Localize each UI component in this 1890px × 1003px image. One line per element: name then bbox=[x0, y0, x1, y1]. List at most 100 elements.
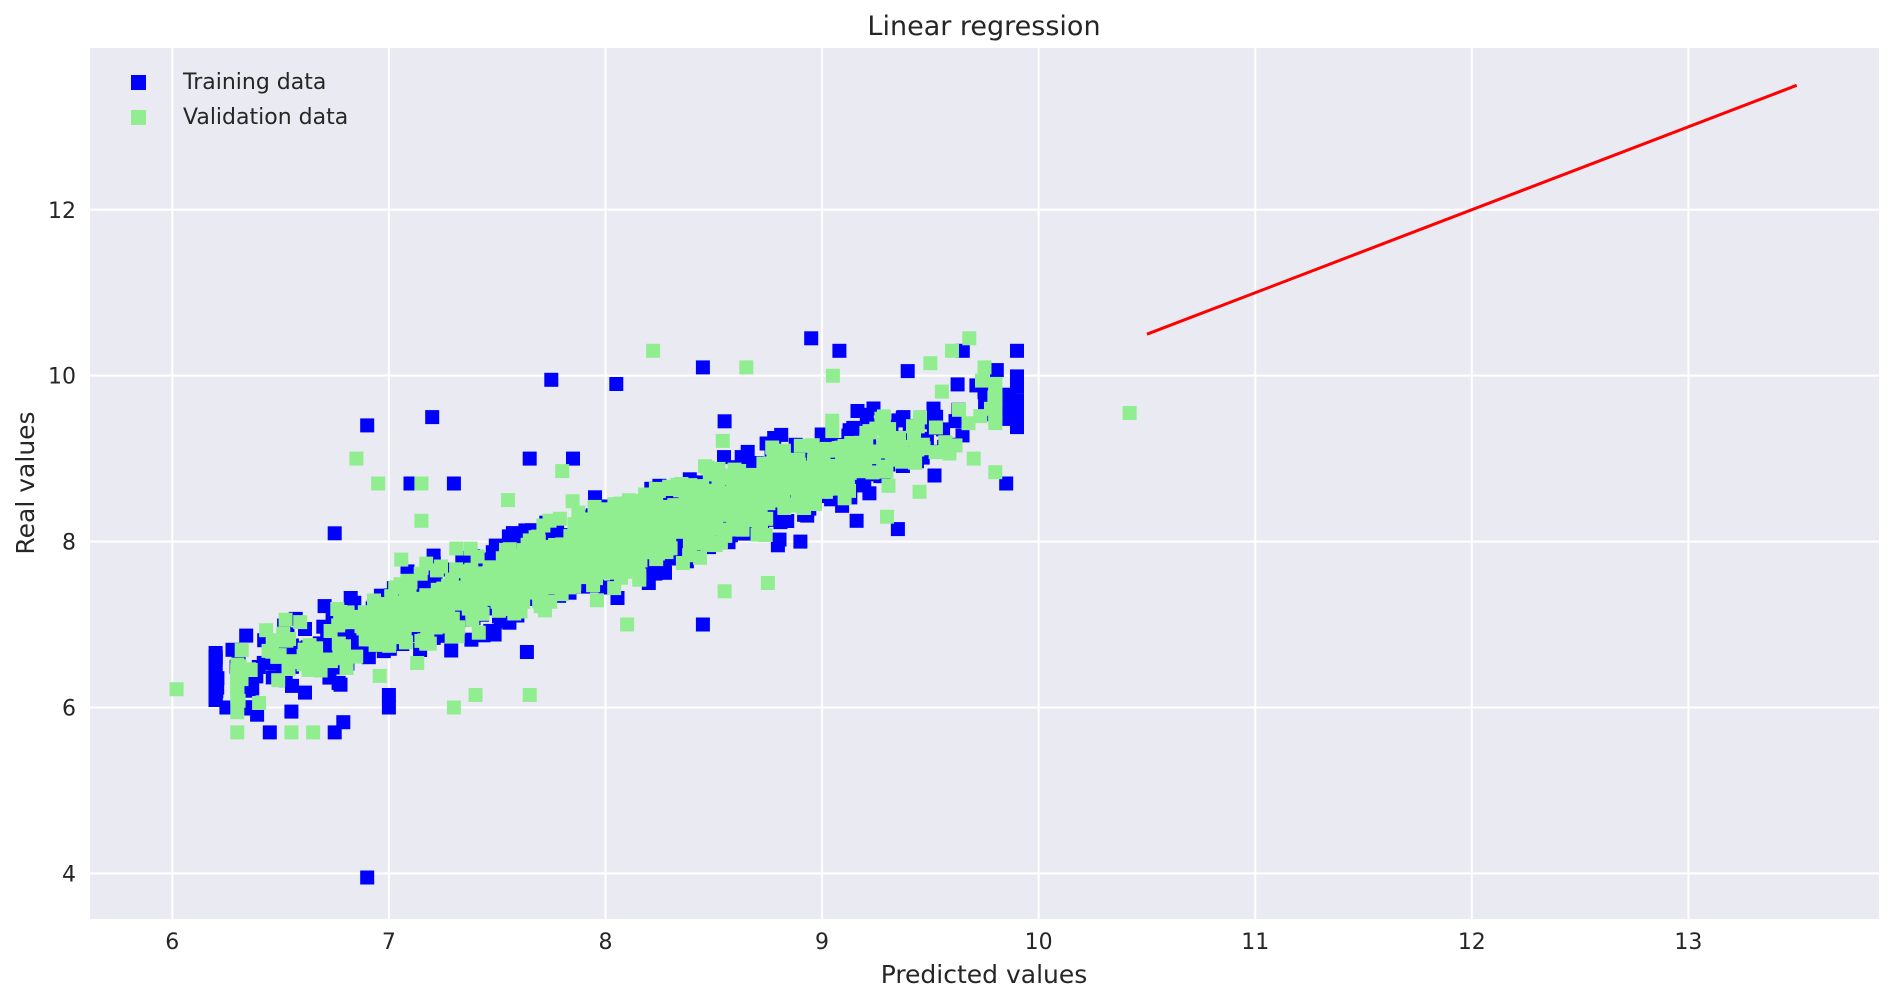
validation-point bbox=[279, 633, 294, 648]
validation-point bbox=[272, 648, 287, 663]
training-point bbox=[327, 725, 342, 740]
validation-point bbox=[419, 556, 434, 571]
validation-point bbox=[912, 484, 927, 499]
x-tick-label: 12 bbox=[1458, 930, 1486, 955]
validation-point bbox=[923, 356, 938, 371]
validation-point bbox=[973, 409, 988, 424]
validation-point bbox=[234, 643, 249, 658]
validation-point bbox=[915, 437, 930, 452]
validation-point bbox=[825, 413, 840, 428]
validation-point bbox=[243, 663, 258, 677]
validation-point bbox=[278, 612, 293, 627]
training-point bbox=[1010, 400, 1024, 415]
validation-point bbox=[649, 552, 664, 567]
validation-point bbox=[632, 572, 647, 587]
validation-point bbox=[961, 416, 976, 431]
training-point bbox=[361, 650, 376, 665]
x-axis-label: Predicted values bbox=[881, 960, 1088, 989]
validation-point bbox=[301, 662, 316, 677]
validation-point bbox=[776, 443, 791, 458]
validation-point bbox=[463, 541, 478, 556]
validation-point bbox=[717, 584, 732, 599]
validation-point bbox=[938, 435, 953, 450]
x-tick-label: 11 bbox=[1241, 930, 1269, 955]
validation-point bbox=[880, 509, 894, 524]
plot-background bbox=[90, 48, 1879, 919]
validation-point bbox=[760, 576, 775, 590]
x-tick-label: 6 bbox=[165, 930, 179, 955]
legend-marker-validation bbox=[131, 110, 146, 125]
validation-point bbox=[988, 385, 1003, 399]
x-tick-label: 9 bbox=[815, 930, 829, 955]
training-point bbox=[250, 707, 265, 722]
training-point bbox=[717, 450, 731, 465]
validation-point bbox=[988, 416, 1003, 431]
validation-point bbox=[471, 625, 486, 640]
training-point bbox=[522, 451, 537, 466]
training-point bbox=[566, 451, 580, 466]
validation-point bbox=[468, 688, 483, 702]
validation-point bbox=[522, 688, 537, 702]
training-point bbox=[772, 532, 787, 547]
training-point bbox=[256, 655, 271, 670]
validation-point bbox=[572, 568, 586, 583]
validation-point bbox=[822, 475, 837, 490]
training-point bbox=[1010, 343, 1024, 358]
validation-point bbox=[614, 547, 629, 562]
x-tick-label: 7 bbox=[382, 930, 396, 955]
training-point bbox=[360, 870, 375, 885]
training-point bbox=[262, 725, 277, 740]
validation-point bbox=[293, 615, 308, 630]
training-point bbox=[210, 671, 225, 686]
training-point bbox=[658, 565, 672, 580]
validation-point bbox=[371, 476, 386, 491]
validation-point bbox=[413, 592, 428, 607]
validation-point bbox=[819, 441, 834, 456]
validation-point bbox=[252, 696, 267, 710]
validation-point bbox=[865, 465, 880, 480]
validation-point bbox=[441, 617, 455, 632]
validation-point bbox=[588, 514, 603, 529]
x-tick-label: 13 bbox=[1674, 930, 1702, 955]
validation-point bbox=[493, 602, 508, 616]
training-point bbox=[381, 700, 396, 715]
validation-point bbox=[638, 487, 653, 502]
validation-point bbox=[881, 478, 896, 493]
validation-point bbox=[882, 422, 897, 437]
validation-point bbox=[660, 499, 674, 514]
validation-point bbox=[230, 705, 245, 720]
validation-point bbox=[793, 438, 808, 453]
validation-point bbox=[271, 673, 286, 688]
training-point bbox=[948, 414, 963, 429]
validation-point bbox=[535, 570, 550, 585]
validation-point bbox=[265, 633, 280, 648]
training-point bbox=[444, 643, 459, 658]
training-point bbox=[862, 486, 877, 501]
validation-point bbox=[571, 505, 586, 520]
training-point bbox=[381, 688, 396, 702]
validation-point bbox=[693, 550, 707, 565]
validation-point bbox=[526, 534, 540, 548]
training-point bbox=[740, 444, 755, 459]
validation-point bbox=[394, 552, 409, 567]
training-point bbox=[900, 364, 915, 379]
training-point bbox=[425, 410, 440, 425]
validation-point bbox=[467, 599, 482, 614]
validation-point bbox=[952, 402, 966, 417]
training-point bbox=[989, 363, 1004, 378]
validation-point bbox=[400, 573, 415, 588]
validation-point bbox=[524, 578, 539, 593]
validation-point bbox=[816, 456, 831, 471]
training-point bbox=[1010, 369, 1024, 384]
validation-point bbox=[984, 401, 998, 416]
validation-point bbox=[988, 465, 1003, 480]
validation-point bbox=[339, 661, 354, 675]
validation-point bbox=[834, 440, 849, 455]
validation-point bbox=[607, 581, 622, 596]
training-point bbox=[219, 700, 234, 715]
legend-label-validation: Validation data bbox=[183, 105, 348, 130]
validation-point bbox=[620, 561, 635, 576]
validation-point bbox=[435, 586, 450, 601]
training-point bbox=[774, 427, 789, 442]
